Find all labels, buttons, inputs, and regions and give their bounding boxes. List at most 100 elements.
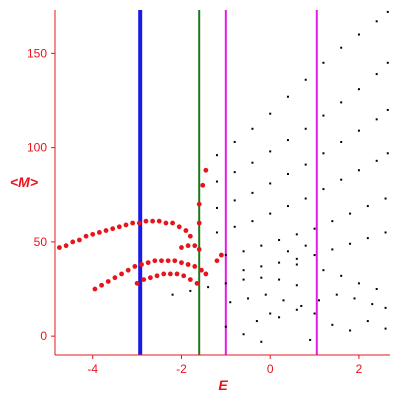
point-s1-91 bbox=[286, 250, 289, 253]
point-s0-49 bbox=[179, 245, 184, 250]
point-s0-39 bbox=[134, 280, 140, 286]
point-s0-50 bbox=[185, 243, 191, 249]
point-s1-52 bbox=[366, 205, 369, 208]
point-s0-20 bbox=[187, 233, 193, 239]
point-s1-79 bbox=[371, 303, 374, 306]
data-points bbox=[57, 10, 389, 343]
point-s1-67 bbox=[242, 278, 245, 281]
point-s1-62 bbox=[384, 231, 387, 234]
point-s1-50 bbox=[331, 220, 334, 223]
point-s0-48 bbox=[194, 280, 200, 286]
point-s1-15 bbox=[286, 139, 289, 142]
point-s0-57 bbox=[214, 258, 220, 264]
point-s0-47 bbox=[187, 277, 193, 282]
point-s1-63 bbox=[171, 293, 174, 296]
point-s1-30 bbox=[357, 129, 360, 132]
point-s1-35 bbox=[251, 220, 254, 223]
point-s1-34 bbox=[233, 225, 236, 228]
point-s0-1 bbox=[63, 243, 69, 249]
point-s1-83 bbox=[260, 340, 263, 343]
point-s0-32 bbox=[165, 258, 171, 264]
point-s0-5 bbox=[90, 231, 96, 237]
point-s1-84 bbox=[278, 316, 281, 319]
y-axis-title: <M> bbox=[10, 174, 38, 190]
point-s1-45 bbox=[242, 250, 245, 253]
point-s0-45 bbox=[174, 271, 180, 277]
point-s1-94 bbox=[322, 269, 325, 272]
point-s0-9 bbox=[116, 224, 122, 230]
point-s0-41 bbox=[147, 275, 153, 281]
point-s0-13 bbox=[143, 218, 149, 224]
point-s1-71 bbox=[229, 301, 232, 304]
point-s0-40 bbox=[141, 277, 147, 282]
point-s1-96 bbox=[357, 282, 360, 285]
point-s1-36 bbox=[269, 212, 272, 215]
point-s1-70 bbox=[295, 284, 298, 287]
point-s1-13 bbox=[251, 161, 254, 164]
point-s0-43 bbox=[161, 271, 167, 277]
point-s1-42 bbox=[375, 159, 378, 162]
point-s1-46 bbox=[260, 244, 263, 247]
point-s0-53 bbox=[196, 220, 202, 226]
point-s1-73 bbox=[264, 293, 267, 296]
point-s1-5 bbox=[304, 78, 307, 81]
point-s1-29 bbox=[340, 140, 343, 143]
point-s1-6 bbox=[322, 61, 325, 64]
point-s1-49 bbox=[313, 227, 316, 230]
point-s1-57 bbox=[295, 257, 298, 260]
point-s1-68 bbox=[260, 276, 263, 279]
point-s1-23 bbox=[233, 199, 236, 202]
point-s1-44 bbox=[224, 254, 227, 257]
point-s1-3 bbox=[269, 112, 272, 115]
point-s1-40 bbox=[340, 178, 343, 181]
point-s0-17 bbox=[170, 220, 175, 226]
point-s1-100 bbox=[255, 320, 258, 323]
point-s1-61 bbox=[366, 237, 369, 240]
point-s0-44 bbox=[167, 271, 173, 277]
point-s1-78 bbox=[353, 297, 356, 300]
point-s0-28 bbox=[139, 262, 144, 267]
point-s0-27 bbox=[132, 263, 138, 269]
point-s1-74 bbox=[282, 299, 285, 302]
point-s1-43 bbox=[386, 152, 389, 155]
point-s0-38 bbox=[203, 271, 209, 277]
point-s0-2 bbox=[70, 239, 76, 245]
point-s1-47 bbox=[278, 239, 281, 241]
point-s1-48 bbox=[295, 233, 298, 236]
y-tick-label: 0 bbox=[40, 329, 47, 343]
point-s1-1 bbox=[233, 140, 236, 143]
point-s1-38 bbox=[304, 197, 307, 200]
point-s1-88 bbox=[349, 329, 352, 332]
point-s1-69 bbox=[278, 278, 281, 281]
x-axis-ticks: -4 -2 0 2 bbox=[87, 355, 363, 376]
point-s0-0 bbox=[57, 245, 62, 250]
point-s1-86 bbox=[313, 312, 316, 315]
point-s0-58 bbox=[218, 252, 224, 258]
point-s1-14 bbox=[269, 150, 272, 153]
point-s0-54 bbox=[196, 201, 202, 207]
point-s1-90 bbox=[384, 327, 387, 330]
point-s1-51 bbox=[349, 212, 352, 215]
point-s0-33 bbox=[172, 258, 178, 264]
point-s0-4 bbox=[83, 233, 89, 239]
point-s0-19 bbox=[183, 228, 189, 233]
point-s0-21 bbox=[92, 286, 98, 292]
y-tick-label: 100 bbox=[27, 141, 47, 155]
point-s0-15 bbox=[156, 218, 162, 224]
point-s1-11 bbox=[215, 180, 218, 183]
point-s1-24 bbox=[251, 191, 254, 194]
point-s1-58 bbox=[313, 254, 316, 257]
point-s0-23 bbox=[105, 279, 111, 284]
point-s0-46 bbox=[181, 273, 187, 279]
point-s1-60 bbox=[349, 242, 352, 245]
point-s0-37 bbox=[199, 267, 204, 273]
point-s1-77 bbox=[335, 293, 338, 296]
point-s1-33 bbox=[215, 231, 218, 234]
point-s0-52 bbox=[196, 247, 202, 252]
point-s1-99 bbox=[309, 338, 312, 341]
point-s1-72 bbox=[247, 297, 250, 300]
point-s1-25 bbox=[269, 182, 272, 185]
point-s1-66 bbox=[224, 282, 227, 285]
vertical-lines bbox=[138, 10, 318, 355]
point-s1-92 bbox=[304, 244, 307, 247]
